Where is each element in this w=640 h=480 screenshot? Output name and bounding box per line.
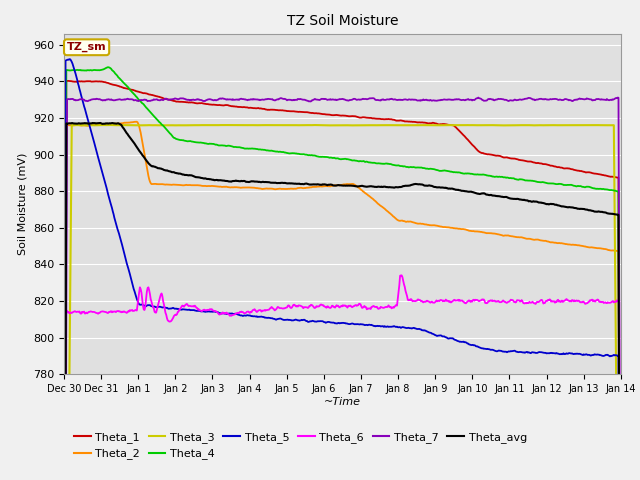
Theta_avg <box>128 138 136 144</box>
Theta_1 <box>428 120 435 126</box>
Line: Theta_2: Theta_2 <box>64 122 621 480</box>
Line: Theta_6: Theta_6 <box>64 276 621 480</box>
Theta_5 <box>428 330 435 336</box>
Theta_7 <box>410 96 418 102</box>
Theta_2 <box>185 182 193 188</box>
Theta_7 <box>184 97 192 103</box>
Theta_3 <box>107 122 115 128</box>
Line: Theta_7: Theta_7 <box>64 97 621 480</box>
Title: TZ Soil Moisture: TZ Soil Moisture <box>287 14 398 28</box>
Theta_avg <box>185 172 193 178</box>
Theta_4 <box>214 143 222 148</box>
Theta_1 <box>64 78 72 84</box>
Line: Theta_5: Theta_5 <box>64 59 621 480</box>
Line: Theta_4: Theta_4 <box>64 67 621 480</box>
Theta_2 <box>411 220 419 226</box>
Theta_avg <box>89 120 97 126</box>
Theta_6 <box>127 308 135 313</box>
Theta_3 <box>428 122 435 128</box>
Theta_7 <box>614 95 621 100</box>
Y-axis label: Soil Moisture (mV): Soil Moisture (mV) <box>17 153 28 255</box>
Theta_7 <box>127 96 135 102</box>
Theta_1 <box>71 79 79 84</box>
Theta_5 <box>214 310 222 315</box>
Theta_4 <box>70 67 78 73</box>
Theta_7 <box>214 97 221 103</box>
Theta_1 <box>214 102 222 108</box>
Theta_5 <box>128 280 136 286</box>
Theta_6 <box>411 299 419 304</box>
Theta_avg <box>70 120 78 126</box>
Theta_3 <box>214 122 222 128</box>
Text: TZ_sm: TZ_sm <box>67 42 106 52</box>
X-axis label: ~Time: ~Time <box>324 397 361 407</box>
Theta_5 <box>411 325 419 331</box>
Theta_2 <box>428 222 435 228</box>
Theta_1 <box>128 87 136 93</box>
Theta_4 <box>411 165 419 170</box>
Theta_avg <box>411 181 419 187</box>
Theta_4 <box>128 89 136 95</box>
Theta_2 <box>127 120 135 125</box>
Theta_4 <box>185 138 193 144</box>
Theta_3 <box>411 122 419 128</box>
Line: Theta_3: Theta_3 <box>64 125 621 480</box>
Theta_7 <box>70 97 78 103</box>
Theta_3 <box>128 122 136 128</box>
Theta_3 <box>185 122 193 128</box>
Theta_6 <box>70 309 78 314</box>
Theta_6 <box>398 273 406 278</box>
Theta_4 <box>104 64 112 70</box>
Theta_6 <box>428 300 435 305</box>
Theta_7 <box>426 97 434 103</box>
Theta_1 <box>411 119 419 125</box>
Theta_3 <box>70 122 78 128</box>
Theta_2 <box>133 119 141 125</box>
Theta_5 <box>71 68 79 74</box>
Theta_avg <box>428 183 435 189</box>
Theta_6 <box>184 302 192 308</box>
Theta_2 <box>70 122 78 128</box>
Line: Theta_avg: Theta_avg <box>64 123 621 480</box>
Legend: Theta_1, Theta_2, Theta_3, Theta_4, Theta_5, Theta_6, Theta_7, Theta_avg: Theta_1, Theta_2, Theta_3, Theta_4, Thet… <box>70 428 531 464</box>
Theta_5 <box>185 307 193 312</box>
Theta_2 <box>214 184 222 190</box>
Line: Theta_1: Theta_1 <box>64 81 621 480</box>
Theta_avg <box>214 178 222 183</box>
Theta_4 <box>428 166 435 172</box>
Theta_5 <box>65 56 73 62</box>
Theta_6 <box>214 310 221 315</box>
Theta_1 <box>185 100 193 106</box>
